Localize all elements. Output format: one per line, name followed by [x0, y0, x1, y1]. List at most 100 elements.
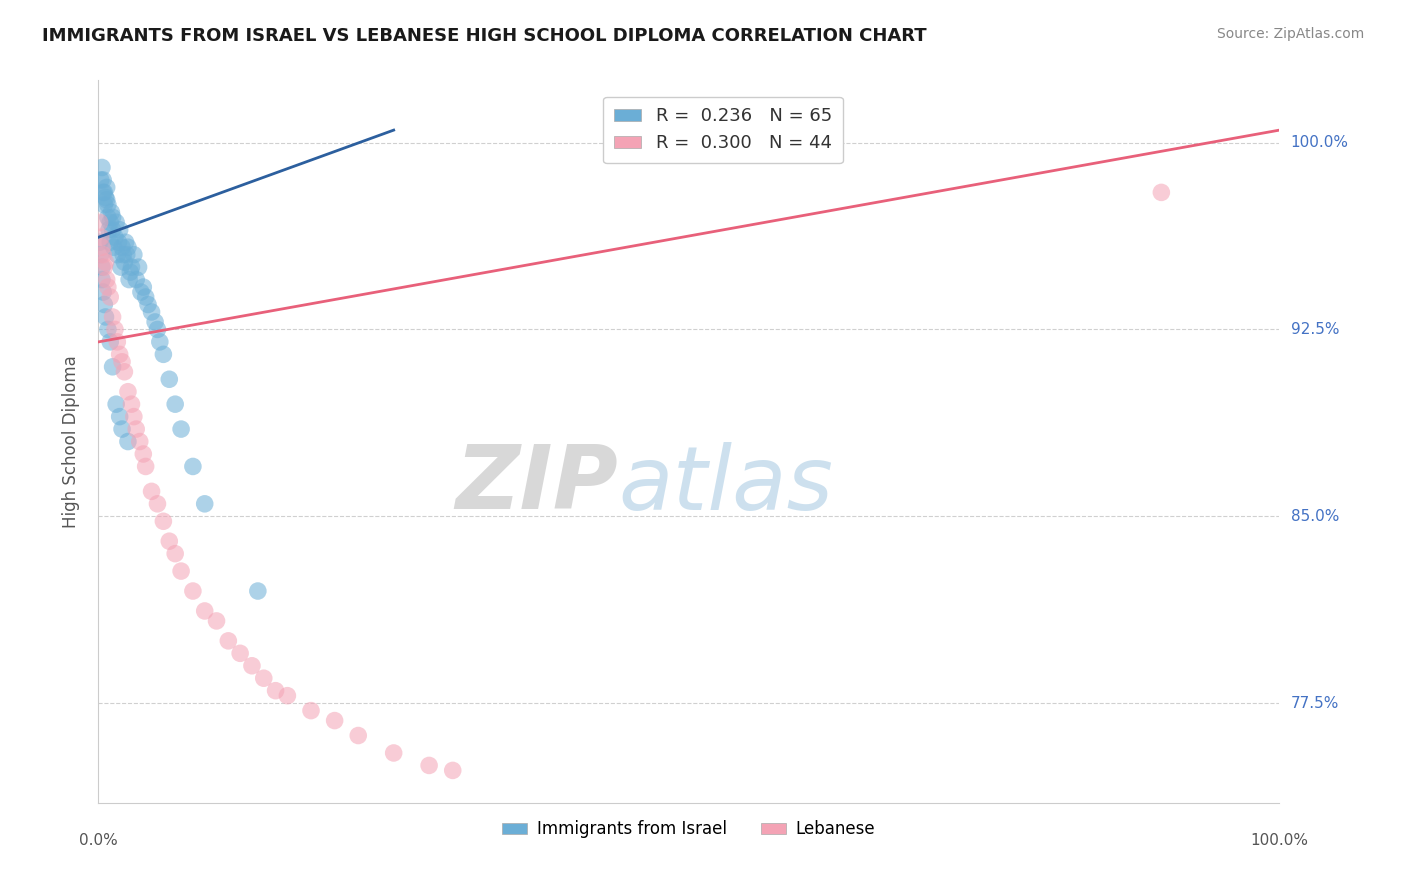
- Point: [170, 564, 193, 578]
- Point: [91, 186, 114, 200]
- Point: [181, 584, 204, 599]
- Point: [229, 646, 252, 660]
- Point: [91, 248, 114, 262]
- Point: [104, 322, 127, 336]
- Point: [146, 497, 169, 511]
- Point: [264, 683, 287, 698]
- Point: [441, 764, 464, 778]
- Point: [98, 334, 121, 349]
- Point: [96, 180, 118, 194]
- Point: [97, 322, 120, 336]
- Point: [103, 240, 125, 254]
- Point: [117, 384, 139, 399]
- Point: [101, 310, 124, 324]
- Point: [107, 235, 129, 250]
- Point: [217, 633, 239, 648]
- Text: 77.5%: 77.5%: [1291, 696, 1339, 711]
- Point: [122, 409, 145, 424]
- Point: [105, 334, 128, 349]
- Point: [165, 397, 187, 411]
- Point: [97, 198, 120, 212]
- Point: [125, 422, 148, 436]
- Point: [117, 240, 139, 254]
- Point: [111, 355, 134, 369]
- Point: [101, 359, 124, 374]
- Point: [157, 372, 180, 386]
- Point: [112, 255, 135, 269]
- Point: [246, 584, 269, 599]
- Text: 100.0%: 100.0%: [1250, 833, 1309, 848]
- Point: [89, 215, 111, 229]
- Point: [91, 240, 114, 254]
- Point: [115, 248, 138, 262]
- Point: [146, 322, 169, 336]
- Text: 92.5%: 92.5%: [1291, 322, 1339, 337]
- Text: ZIP: ZIP: [456, 442, 619, 528]
- Point: [100, 205, 122, 219]
- Point: [108, 223, 131, 237]
- Point: [128, 434, 150, 449]
- Point: [382, 746, 405, 760]
- Point: [91, 272, 114, 286]
- Point: [108, 409, 131, 424]
- Point: [97, 211, 120, 225]
- Point: [93, 186, 115, 200]
- Point: [418, 758, 440, 772]
- Point: [101, 211, 124, 225]
- Point: [96, 272, 118, 286]
- Point: [98, 223, 121, 237]
- Point: [181, 459, 204, 474]
- Text: Source: ZipAtlas.com: Source: ZipAtlas.com: [1216, 27, 1364, 41]
- Point: [97, 280, 120, 294]
- Point: [114, 235, 136, 250]
- Y-axis label: High School Diploma: High School Diploma: [62, 355, 80, 528]
- Point: [98, 290, 121, 304]
- Point: [132, 280, 155, 294]
- Point: [135, 459, 157, 474]
- Point: [136, 297, 159, 311]
- Point: [157, 534, 180, 549]
- Point: [118, 272, 141, 286]
- Point: [94, 190, 117, 204]
- Point: [205, 614, 228, 628]
- Point: [129, 285, 152, 299]
- Point: [141, 484, 163, 499]
- Point: [1150, 186, 1173, 200]
- Point: [135, 290, 157, 304]
- Legend: Immigrants from Israel, Lebanese: Immigrants from Israel, Lebanese: [496, 814, 882, 845]
- Point: [98, 235, 121, 250]
- Point: [152, 514, 174, 528]
- Point: [111, 422, 134, 436]
- Point: [89, 235, 111, 250]
- Point: [91, 260, 114, 274]
- Point: [141, 305, 163, 319]
- Text: atlas: atlas: [619, 442, 832, 528]
- Point: [121, 397, 143, 411]
- Point: [90, 230, 112, 244]
- Point: [105, 248, 128, 262]
- Point: [149, 334, 172, 349]
- Point: [91, 285, 114, 299]
- Text: 85.0%: 85.0%: [1291, 508, 1339, 524]
- Point: [90, 248, 112, 262]
- Point: [111, 240, 134, 254]
- Point: [112, 365, 135, 379]
- Text: 0.0%: 0.0%: [79, 833, 118, 848]
- Point: [93, 260, 115, 274]
- Point: [170, 422, 193, 436]
- Point: [240, 658, 263, 673]
- Text: 100.0%: 100.0%: [1291, 135, 1348, 150]
- Point: [276, 689, 298, 703]
- Point: [101, 223, 124, 237]
- Point: [110, 260, 132, 274]
- Point: [132, 447, 155, 461]
- Point: [117, 434, 139, 449]
- Point: [128, 260, 150, 274]
- Point: [90, 173, 112, 187]
- Point: [104, 230, 127, 244]
- Point: [194, 497, 217, 511]
- Point: [94, 255, 117, 269]
- Point: [347, 729, 370, 743]
- Point: [98, 215, 121, 229]
- Point: [125, 272, 148, 286]
